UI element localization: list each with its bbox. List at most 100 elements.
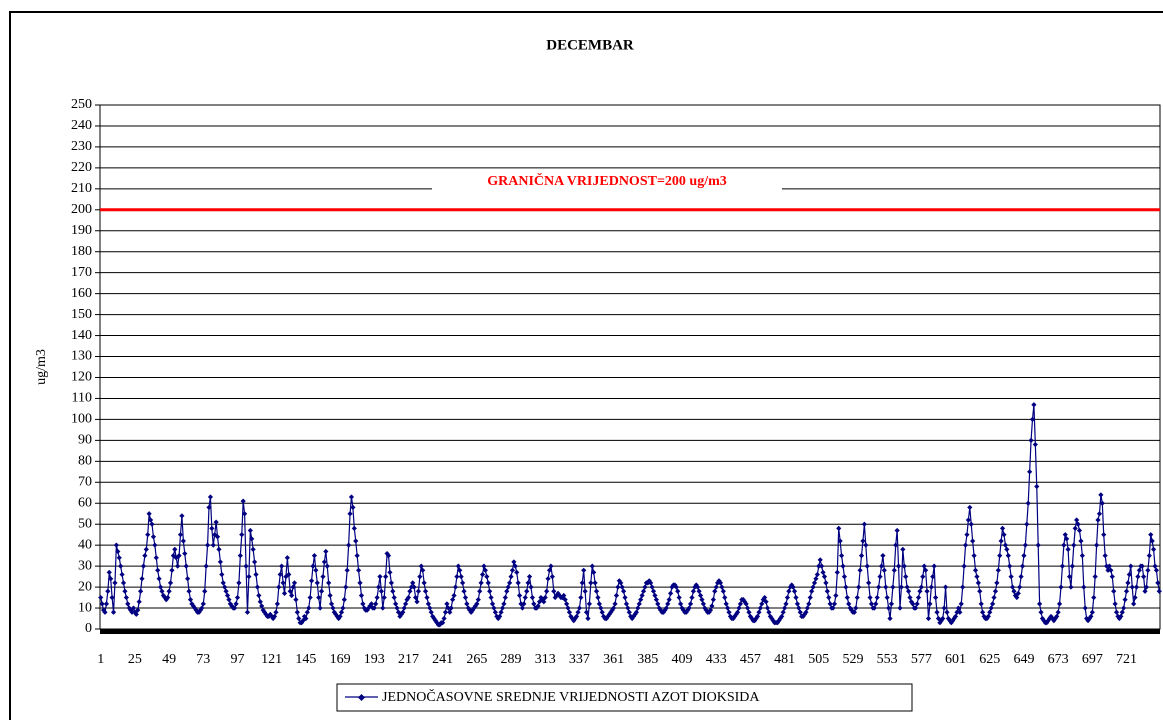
- data-point: [1031, 402, 1037, 408]
- data-point: [119, 571, 125, 578]
- data-point: [281, 590, 288, 596]
- data-point: [998, 538, 1004, 544]
- data-point: [479, 571, 486, 578]
- data-point: [952, 613, 959, 620]
- data-point: [126, 605, 132, 611]
- data-point: [730, 615, 736, 622]
- data-point: [676, 594, 682, 601]
- data-point: [740, 597, 746, 603]
- data-point: [970, 538, 976, 544]
- data-point: [139, 576, 145, 582]
- data-point: [511, 559, 517, 565]
- data-point: [279, 563, 285, 569]
- data-point: [938, 618, 944, 624]
- data-point: [565, 605, 571, 611]
- data-point: [655, 601, 661, 607]
- data-point: [665, 601, 671, 607]
- data-point: [103, 601, 110, 607]
- data-point: [1058, 584, 1064, 590]
- data-point: [1025, 500, 1031, 506]
- data-point: [559, 594, 565, 601]
- data-point: [612, 601, 618, 607]
- data-point: [652, 592, 658, 599]
- data-point: [732, 613, 738, 620]
- data-point: [512, 563, 518, 569]
- data-point: [1149, 538, 1155, 544]
- data-point: [507, 580, 513, 586]
- data-point: [677, 601, 684, 607]
- data-point: [247, 527, 253, 534]
- data-point: [941, 605, 947, 611]
- data-point: [452, 584, 459, 590]
- data-point: [431, 615, 437, 622]
- data-point: [957, 609, 963, 615]
- data-point: [291, 580, 298, 586]
- data-point: [760, 597, 766, 603]
- data-point: [445, 605, 451, 611]
- data-point: [877, 574, 883, 580]
- data-point: [115, 548, 121, 555]
- data-point: [642, 584, 648, 590]
- data-point: [891, 567, 897, 573]
- data-point: [254, 584, 261, 590]
- data-point: [1153, 567, 1160, 573]
- data-point: [638, 597, 644, 603]
- data-point: [656, 605, 662, 611]
- data-point: [837, 538, 843, 544]
- data-point: [1035, 542, 1041, 548]
- data-point: [1106, 563, 1113, 569]
- data-point: [1018, 574, 1024, 580]
- data-point: [854, 594, 860, 601]
- data-point: [764, 605, 771, 611]
- data-point: [863, 542, 869, 548]
- data-point: [1092, 574, 1098, 580]
- data-point: [880, 553, 886, 559]
- data-point: [900, 546, 906, 552]
- data-point: [233, 601, 239, 607]
- data-point: [1061, 542, 1067, 548]
- data-point: [1099, 500, 1105, 506]
- data-point: [317, 605, 323, 611]
- data-point: [340, 605, 346, 611]
- data-point: [232, 605, 238, 611]
- data-point: [387, 569, 393, 576]
- data-point: [508, 574, 514, 580]
- data-point: [142, 553, 148, 559]
- data-point: [130, 605, 137, 611]
- data-point: [928, 584, 934, 590]
- data-point: [804, 605, 810, 611]
- data-point: [992, 588, 999, 594]
- data-point: [636, 601, 642, 607]
- data-point: [202, 588, 208, 594]
- data-point: [343, 584, 349, 590]
- data-point: [301, 613, 308, 620]
- data-point: [747, 613, 753, 620]
- data-point: [1122, 597, 1128, 603]
- data-point: [190, 603, 196, 609]
- data-point: [712, 588, 718, 594]
- data-point: [544, 588, 550, 594]
- data-point: [662, 607, 668, 613]
- data-point: [454, 574, 460, 580]
- data-point: [783, 601, 789, 607]
- data-point: [552, 594, 558, 601]
- data-point: [1072, 525, 1078, 531]
- data-point: [861, 521, 867, 527]
- data-point: [217, 559, 223, 565]
- data-point: [686, 605, 692, 611]
- data-point: [566, 609, 573, 615]
- data-point: [666, 597, 672, 603]
- y-tick-label: 90: [78, 433, 92, 448]
- data-point: [504, 588, 510, 594]
- data-point: [913, 605, 919, 611]
- data-point: [968, 521, 974, 527]
- data-point: [422, 588, 429, 594]
- data-point: [809, 588, 815, 594]
- data-point: [491, 605, 497, 611]
- data-point: [1024, 521, 1030, 527]
- y-tick-label: 220: [71, 160, 92, 175]
- x-tick-label: 145: [295, 652, 316, 667]
- data-point: [720, 588, 726, 594]
- data-point: [133, 611, 139, 617]
- data-point: [243, 563, 249, 569]
